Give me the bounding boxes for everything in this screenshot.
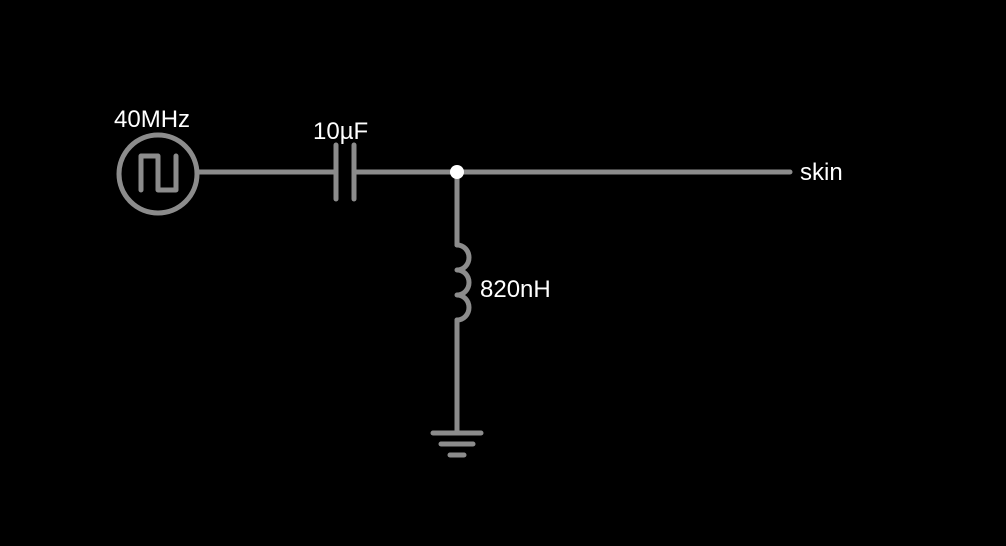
junction-dot	[450, 165, 464, 179]
inductor-value-label: 820nH	[480, 276, 551, 303]
output-node-label: skin	[800, 159, 843, 186]
ground-icon	[430, 430, 484, 458]
capacitor-value-label: 10µF	[313, 118, 368, 145]
square-wave-source-icon	[116, 132, 200, 216]
capacitor-icon	[333, 142, 357, 202]
inductor-icon	[454, 242, 472, 323]
source-frequency-label: 40MHz	[114, 106, 190, 133]
